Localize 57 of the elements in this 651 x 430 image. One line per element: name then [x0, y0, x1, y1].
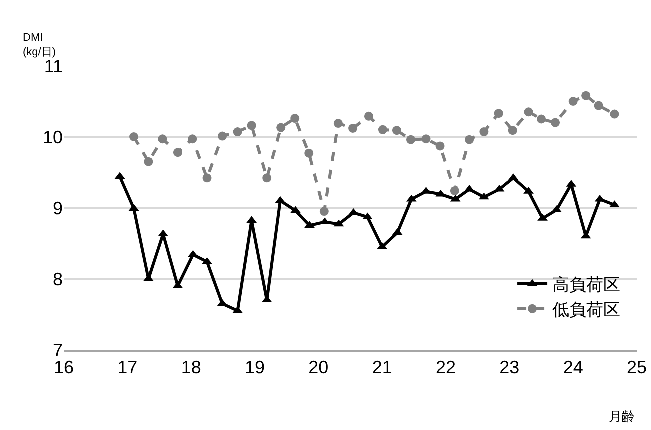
x-tick-label: 25	[626, 358, 648, 378]
y-tick-label: 8	[52, 269, 63, 290]
point	[144, 157, 154, 166]
point	[479, 192, 490, 200]
point	[508, 126, 518, 136]
point	[465, 135, 474, 144]
point	[364, 112, 374, 121]
x-tick-label: 23	[500, 358, 520, 378]
point	[582, 91, 591, 100]
y-tick-label: 11	[44, 56, 63, 76]
x-tick-label: 22	[436, 358, 456, 378]
point	[392, 126, 402, 136]
point	[188, 134, 198, 144]
point	[158, 134, 168, 144]
point	[524, 108, 534, 117]
point	[406, 135, 416, 144]
point	[450, 186, 460, 196]
x-tick-label: 19	[244, 358, 266, 378]
point	[422, 134, 431, 144]
point	[130, 132, 139, 142]
point	[290, 206, 301, 214]
point	[610, 110, 620, 119]
legend-label: 高負荷区	[552, 275, 621, 294]
point	[218, 132, 228, 141]
point	[202, 257, 212, 264]
point	[188, 250, 198, 258]
x-tick-label: 24	[563, 358, 584, 378]
point	[537, 114, 546, 124]
y-tick-label: 9	[52, 198, 63, 218]
point	[568, 97, 578, 106]
point	[202, 174, 212, 183]
point	[290, 114, 300, 124]
x-tick-label: 16	[54, 358, 74, 378]
point	[276, 123, 286, 132]
x-tick-label: 18	[181, 358, 202, 378]
point	[262, 174, 272, 183]
x-tick-label: 21	[372, 358, 392, 378]
point	[173, 148, 182, 158]
point	[494, 109, 504, 118]
point	[436, 142, 445, 151]
point	[348, 124, 358, 133]
point	[480, 128, 489, 137]
point	[334, 119, 343, 128]
x-axis-title: 月齢	[609, 409, 635, 424]
point	[378, 125, 388, 134]
y-tick-label: 7	[52, 340, 63, 360]
x-tick-label: 17	[118, 358, 138, 378]
x-tick-label: 20	[308, 358, 329, 378]
y-tick-label: 10	[42, 127, 63, 148]
point	[304, 148, 314, 158]
point	[594, 101, 604, 110]
y-axis-title: DMI (kg/日)	[23, 32, 56, 58]
legend-label: 低負荷区	[552, 300, 621, 320]
point	[320, 207, 329, 216]
point	[551, 118, 560, 128]
point	[247, 121, 256, 130]
point	[233, 128, 242, 137]
